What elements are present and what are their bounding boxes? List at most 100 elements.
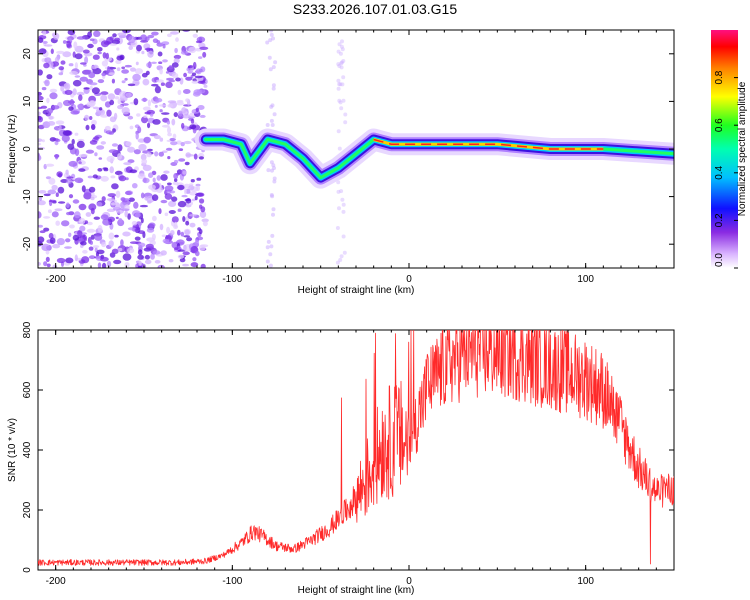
noise-blob — [93, 136, 100, 140]
noise-blob — [51, 184, 58, 191]
noise-blob — [174, 178, 178, 183]
noise-blob — [78, 203, 87, 211]
noise-blob — [38, 211, 42, 219]
noise-blob — [106, 260, 112, 268]
noise-blob — [108, 149, 118, 154]
noise-blob — [150, 61, 157, 64]
noise-blob — [189, 124, 197, 130]
noise-blob — [56, 238, 65, 246]
noise-blob — [65, 238, 71, 243]
noise-blob — [133, 98, 139, 106]
noise-blob — [339, 189, 344, 194]
noise-blob — [150, 253, 155, 260]
noise-blob — [68, 63, 74, 67]
noise-blob — [159, 109, 163, 113]
noise-blob — [178, 110, 183, 117]
noise-blob — [132, 73, 141, 81]
noise-blob — [196, 185, 201, 191]
noise-blob — [195, 183, 201, 187]
noise-blob — [56, 171, 63, 178]
noise-blob — [177, 254, 184, 259]
noise-blob — [189, 222, 196, 228]
noise-blob — [90, 196, 95, 201]
noise-blob — [271, 212, 275, 217]
noise-blob — [51, 211, 59, 218]
noise-blob — [137, 249, 143, 256]
noise-blob — [44, 57, 52, 63]
noise-blob — [89, 116, 93, 120]
noise-blob — [269, 30, 274, 33]
noise-blob — [181, 122, 185, 129]
noise-blob — [191, 198, 196, 202]
noise-blob — [115, 59, 122, 65]
noise-blob — [72, 199, 80, 204]
noise-blob — [271, 86, 276, 91]
noise-blob — [54, 208, 63, 212]
noise-blob — [84, 114, 90, 121]
colorbar-tick-label: 0.6 — [714, 118, 725, 132]
noise-blob — [129, 125, 134, 130]
noise-blob — [76, 36, 86, 40]
noise-blob — [52, 32, 60, 40]
noise-blob — [46, 263, 51, 268]
noise-blob — [144, 111, 152, 115]
noise-blob — [158, 104, 167, 107]
noise-blob — [159, 68, 163, 75]
noise-blob — [43, 193, 51, 197]
noise-blob — [271, 65, 276, 70]
noise-blob — [194, 239, 199, 246]
colorbar: 0.0 0.2 0.4 0.6 0.8 Normalized spectral ampl… — [711, 30, 748, 269]
noise-blob — [144, 254, 150, 260]
noise-blob — [79, 76, 89, 82]
ridge-core — [373, 138, 604, 150]
noise-blob — [68, 232, 72, 237]
noise-blob — [100, 40, 110, 48]
noise-blob — [124, 77, 128, 81]
noise-blob — [48, 177, 56, 185]
noise-blob — [74, 177, 84, 184]
noise-blob — [335, 260, 340, 265]
noise-blob — [339, 65, 344, 70]
snr-x-label: Height of straight line (km) — [298, 585, 415, 596]
noise-blob — [111, 78, 115, 84]
noise-blob — [101, 196, 106, 202]
noise-blob — [182, 170, 187, 175]
noise-blob — [189, 214, 197, 217]
noise-blob — [41, 139, 45, 143]
noise-blob — [100, 141, 107, 145]
noise-blob — [45, 176, 52, 180]
noise-blob — [72, 88, 77, 96]
noise-blob — [142, 164, 152, 172]
noise-blob — [117, 32, 127, 37]
x-tick-label: -200 — [46, 576, 66, 587]
noise-blob — [48, 115, 55, 120]
noise-blob — [121, 103, 129, 106]
noise-blob — [161, 112, 170, 115]
noise-blob — [270, 168, 274, 173]
noise-blob — [185, 98, 190, 102]
noise-blob — [342, 250, 347, 255]
noise-blob — [177, 208, 182, 212]
noise-blob — [140, 40, 149, 43]
noise-blob — [38, 153, 41, 161]
noise-blob — [66, 40, 72, 48]
noise-blob — [340, 197, 345, 202]
y-tick-label: -10 — [22, 189, 33, 204]
noise-blob — [134, 81, 140, 85]
noise-blob — [341, 59, 346, 63]
noise-blob — [170, 141, 178, 146]
noise-blob — [91, 65, 98, 70]
noise-blob — [89, 140, 98, 145]
noise-blob — [55, 192, 59, 197]
noise-blob — [89, 100, 96, 106]
noise-blob — [42, 30, 47, 37]
noise-blob — [120, 239, 124, 247]
noise-blob — [164, 193, 173, 200]
noise-blob — [166, 120, 171, 125]
noise-blob — [265, 40, 270, 45]
noise-blob — [340, 39, 344, 44]
noise-blob — [171, 216, 179, 223]
noise-blob — [78, 94, 83, 101]
noise-blob — [190, 179, 195, 183]
noise-blob — [267, 55, 272, 60]
